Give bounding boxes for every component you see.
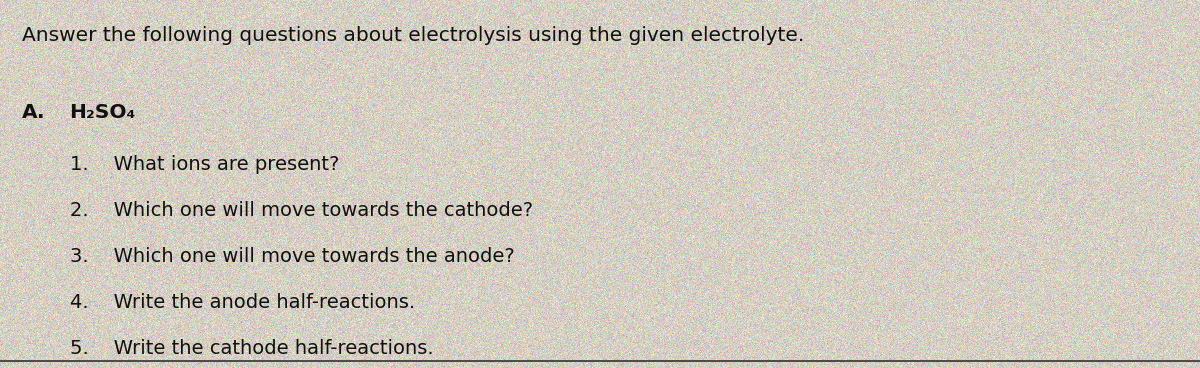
Text: H₂SO₄: H₂SO₄ (70, 103, 136, 122)
Text: Answer the following questions about electrolysis using the given electrolyte.: Answer the following questions about ele… (22, 26, 804, 45)
Text: 1.    What ions are present?: 1. What ions are present? (70, 155, 338, 174)
Text: A.: A. (22, 103, 46, 122)
Text: 2.    Which one will move towards the cathode?: 2. Which one will move towards the catho… (70, 201, 533, 220)
Text: 3.    Which one will move towards the anode?: 3. Which one will move towards the anode… (70, 247, 515, 266)
Text: 5.    Write the cathode half-reactions.: 5. Write the cathode half-reactions. (70, 339, 433, 358)
Text: 4.    Write the anode half-reactions.: 4. Write the anode half-reactions. (70, 293, 415, 312)
